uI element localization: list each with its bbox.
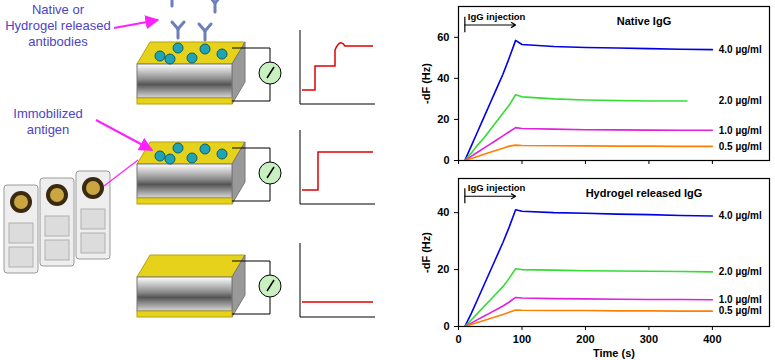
svg-text:4.0 µg/ml: 4.0 µg/ml <box>719 210 762 221</box>
svg-text:1.0 µg/ml: 1.0 µg/ml <box>719 294 762 305</box>
svg-text:200: 200 <box>576 333 594 345</box>
svg-text:300: 300 <box>640 333 658 345</box>
svg-text:0: 0 <box>443 320 449 332</box>
svg-text:40: 40 <box>437 72 449 84</box>
svg-text:Hydrogel released: Hydrogel released <box>5 18 111 33</box>
svg-text:1.0 µg/ml: 1.0 µg/ml <box>719 125 762 136</box>
svg-text:2.0 µg/ml: 2.0 µg/ml <box>719 95 762 106</box>
svg-text:IgG injection: IgG injection <box>468 182 526 193</box>
svg-text:0.5 µg/ml: 0.5 µg/ml <box>719 305 762 316</box>
svg-text:0.5 µg/ml: 0.5 µg/ml <box>719 141 762 152</box>
svg-text:400: 400 <box>703 333 721 345</box>
svg-text:40: 40 <box>437 206 449 218</box>
svg-text:-dF (Hz): -dF (Hz) <box>420 232 432 273</box>
svg-text:20: 20 <box>437 263 449 275</box>
svg-text:antigen: antigen <box>27 122 70 137</box>
svg-text:Immobilized: Immobilized <box>13 106 82 121</box>
svg-text:4.0 µg/ml: 4.0 µg/ml <box>719 44 762 55</box>
svg-text:0: 0 <box>455 333 461 345</box>
svg-text:Native or: Native or <box>32 2 85 17</box>
svg-text:100: 100 <box>513 333 531 345</box>
svg-text:Native IgG: Native IgG <box>617 15 671 27</box>
svg-text:-dF (Hz): -dF (Hz) <box>420 63 432 104</box>
svg-text:Hydrogel released IgG: Hydrogel released IgG <box>586 187 703 199</box>
svg-text:IgG injection: IgG injection <box>468 11 526 22</box>
svg-text:2.0 µg/ml: 2.0 µg/ml <box>719 266 762 277</box>
svg-text:60: 60 <box>437 31 449 43</box>
svg-text:0: 0 <box>443 154 449 166</box>
svg-text:antibodies: antibodies <box>28 34 88 49</box>
svg-text:20: 20 <box>437 113 449 125</box>
svg-text:Time (s): Time (s) <box>593 347 635 359</box>
